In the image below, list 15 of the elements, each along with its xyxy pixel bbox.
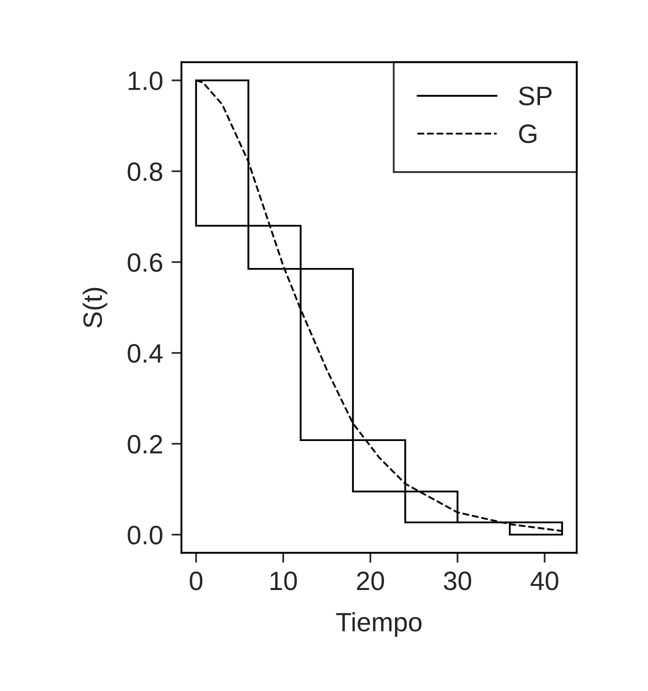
y-tick-label: 0.4 xyxy=(128,344,163,363)
y-tick-label: 0.0 xyxy=(128,526,162,544)
y-tick-label: 0.2 xyxy=(128,434,162,454)
x-tick-label: 0 xyxy=(190,572,202,590)
y-tick-label: 0.6 xyxy=(128,253,162,272)
x-tick-label: 20 xyxy=(357,572,384,590)
x-axis-title: Tiempo xyxy=(336,612,422,637)
x-tick-label: 30 xyxy=(444,572,472,590)
legend-label: SP xyxy=(518,86,552,106)
y-tick-label: 0.8 xyxy=(128,162,162,182)
y-axis-title: S(t) xyxy=(82,288,108,328)
y-tick-label: 1.0 xyxy=(128,71,162,90)
x-tick-label: 40 xyxy=(530,572,558,590)
legend-label: G xyxy=(519,124,536,144)
x-tick-label: 10 xyxy=(270,572,297,590)
